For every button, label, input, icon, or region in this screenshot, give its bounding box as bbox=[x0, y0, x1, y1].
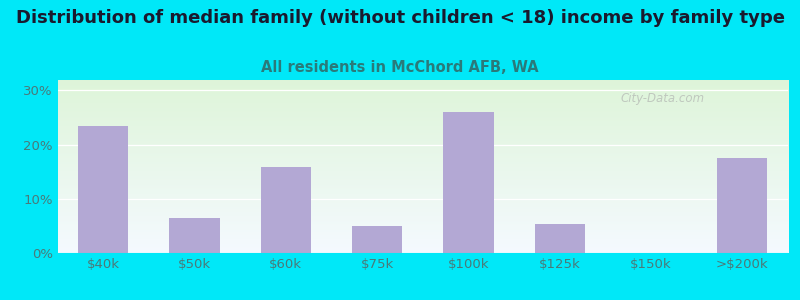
Text: City-Data.com: City-Data.com bbox=[620, 92, 704, 105]
Bar bbox=[78, 126, 128, 254]
Bar bbox=[170, 218, 220, 254]
Text: Distribution of median family (without children < 18) income by family type: Distribution of median family (without c… bbox=[15, 9, 785, 27]
Bar bbox=[534, 224, 585, 254]
Bar bbox=[261, 167, 311, 254]
Bar bbox=[352, 226, 402, 253]
Bar bbox=[718, 158, 767, 254]
Text: All residents in McChord AFB, WA: All residents in McChord AFB, WA bbox=[261, 60, 539, 75]
Bar bbox=[443, 112, 494, 254]
